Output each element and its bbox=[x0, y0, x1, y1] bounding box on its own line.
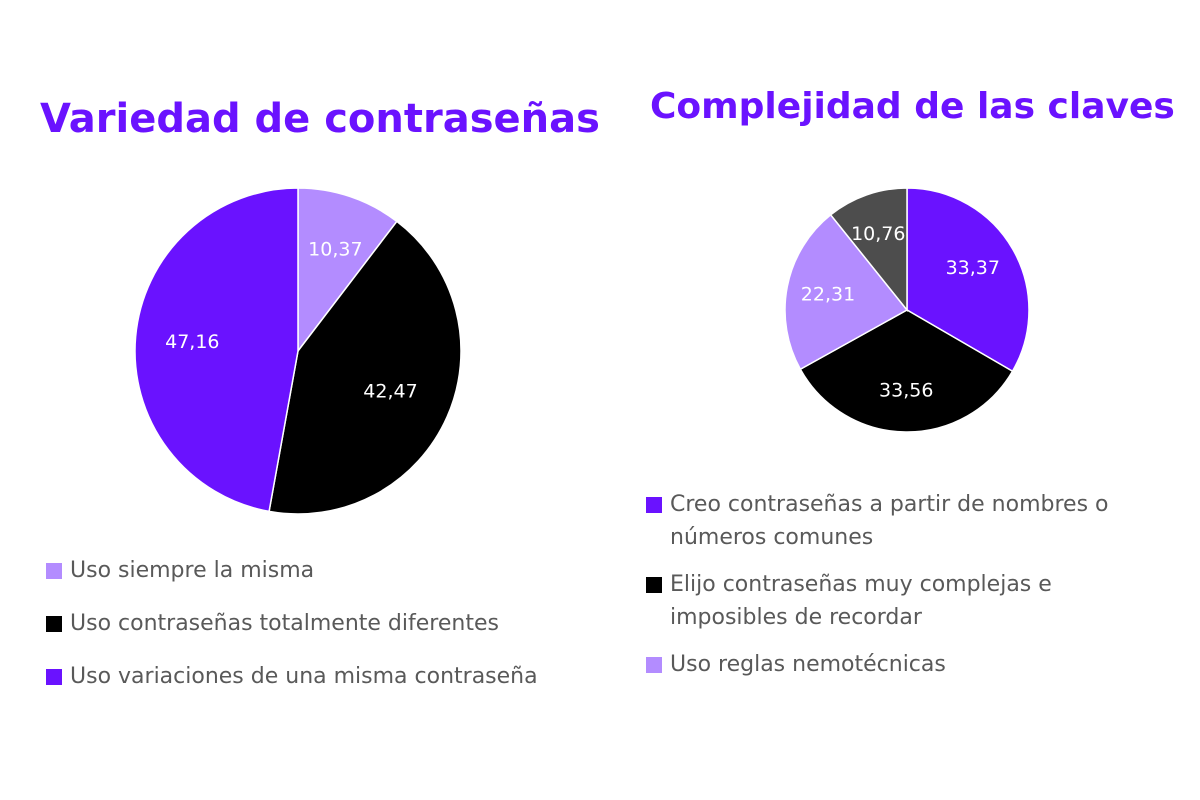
legend-item: Elijo contraseñas muy complejas e imposi… bbox=[646, 568, 1166, 634]
legend-complejidad: Creo contraseñas a partir de nombres o n… bbox=[646, 488, 1166, 695]
legend-swatch bbox=[46, 616, 62, 632]
legend-label: Uso variaciones de una misma contraseña bbox=[70, 664, 538, 689]
legend-item: Uso variaciones de una misma contraseña bbox=[46, 660, 606, 693]
pie-slice bbox=[829, 187, 908, 313]
pie-chart-variedad: 10,37 42,47 47,16 bbox=[134, 187, 462, 515]
legend-swatch bbox=[46, 563, 62, 579]
legend-label: Uso siempre la misma bbox=[70, 558, 315, 583]
chart-title-complejidad: Complejidad de las claves bbox=[650, 86, 1175, 127]
pie-slice bbox=[906, 187, 1030, 373]
legend-swatch bbox=[646, 577, 662, 593]
legend-swatch bbox=[46, 669, 62, 685]
pie-slice bbox=[268, 220, 462, 515]
pie-slice bbox=[297, 187, 398, 354]
pie-slice bbox=[784, 213, 909, 371]
legend-item: Creo contraseñas a partir de nombres o n… bbox=[646, 488, 1166, 554]
legend-item: Uso reglas nemotécnicas bbox=[646, 648, 1166, 681]
legend-swatch bbox=[646, 657, 662, 673]
legend-label: Creo contraseñas a partir de nombres o n… bbox=[670, 492, 1109, 550]
legend-swatch bbox=[646, 497, 662, 513]
chart-title-variedad: Variedad de contraseñas bbox=[40, 96, 600, 142]
slice-data-label: 33,56 bbox=[879, 380, 933, 402]
legend-item: Uso siempre la misma bbox=[46, 554, 606, 587]
slice-data-label: 47,16 bbox=[165, 331, 219, 353]
pie-slice bbox=[134, 187, 299, 513]
slice-data-label: 10,76 bbox=[851, 223, 905, 245]
pie-chart-complejidad: 33,37 33,56 22,31 10,76 bbox=[784, 187, 1030, 433]
slice-data-label: 33,37 bbox=[946, 257, 1000, 279]
slice-data-label: 22,31 bbox=[801, 283, 855, 305]
slice-data-label: 42,47 bbox=[363, 381, 417, 403]
legend-label: Uso contraseñas totalmente diferentes bbox=[70, 611, 499, 636]
legend-item: Uso contraseñas totalmente diferentes bbox=[46, 607, 606, 640]
legend-label: Uso reglas nemotécnicas bbox=[670, 652, 946, 677]
legend-variedad: Uso siempre la misma Uso contraseñas tot… bbox=[46, 554, 606, 713]
legend-label: Elijo contraseñas muy complejas e imposi… bbox=[670, 572, 1052, 630]
slice-data-label: 10,37 bbox=[308, 238, 362, 260]
